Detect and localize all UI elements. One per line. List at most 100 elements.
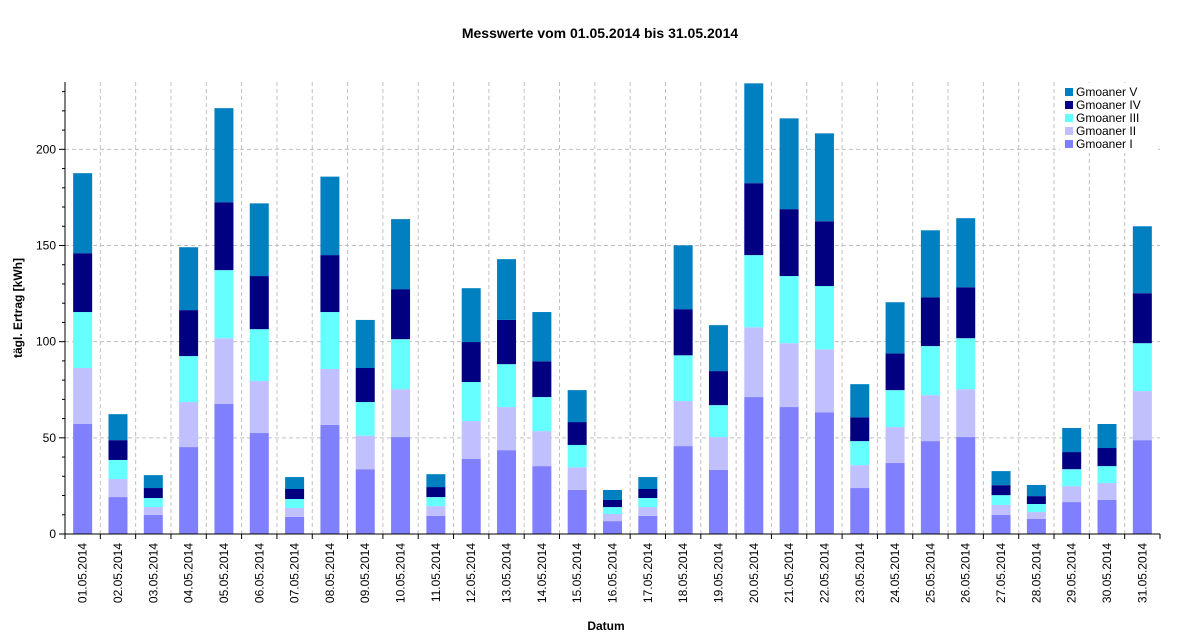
bar-segment — [567, 422, 587, 445]
bar-segment — [920, 395, 940, 442]
bar-segment — [391, 437, 411, 534]
bar-segment — [603, 513, 622, 522]
bar-segment — [673, 446, 693, 534]
x-tick-label: 09.05.2014 — [358, 543, 372, 603]
bar-segment — [603, 521, 622, 534]
y-tick-label: 150 — [36, 238, 56, 252]
bar-segment — [1062, 428, 1082, 453]
bar-segment — [991, 514, 1011, 534]
bar-segment — [285, 477, 305, 489]
x-tick-label: 01.05.2014 — [76, 543, 90, 603]
x-tick-label: 10.05.2014 — [394, 543, 408, 603]
bar-segment — [1097, 423, 1117, 449]
bar-segment — [1062, 486, 1082, 503]
bar-segment — [108, 459, 128, 479]
x-tick-label: 03.05.2014 — [146, 543, 160, 603]
bar-segment — [956, 218, 976, 288]
bar-segment — [744, 327, 764, 398]
bar-segment — [708, 371, 728, 406]
y-tick-label: 200 — [36, 142, 56, 156]
bar-segment — [249, 433, 269, 534]
bar-segment — [1026, 512, 1046, 519]
legend-label: Gmoaner II — [1076, 124, 1136, 138]
bar-segment — [285, 488, 305, 499]
bar-segment — [355, 435, 375, 470]
bar-segment — [532, 361, 552, 398]
bar-segment — [108, 478, 128, 498]
legend-label: Gmoaner III — [1076, 111, 1139, 125]
bar-segment — [179, 447, 199, 534]
bar-segment — [638, 507, 658, 516]
bar-segment — [391, 289, 411, 340]
bar-segment — [73, 423, 93, 534]
bar-segment — [956, 389, 976, 438]
bar-segment — [673, 355, 693, 402]
x-tick-label: 22.05.2014 — [817, 543, 831, 603]
bar-segment — [143, 475, 163, 489]
bar-segment — [603, 489, 622, 500]
bar-segment — [885, 390, 905, 428]
bar-segment — [497, 259, 517, 320]
x-tick-label: 04.05.2014 — [182, 543, 196, 603]
bar-segment — [638, 515, 658, 534]
bar-segment — [885, 302, 905, 354]
bar-segment — [320, 312, 340, 369]
x-tick-label: 28.05.2014 — [1029, 543, 1043, 603]
x-tick-label: 02.05.2014 — [111, 543, 125, 603]
bar-segment — [249, 276, 269, 330]
legend-label: Gmoaner IV — [1076, 98, 1141, 112]
bar-segment — [673, 401, 693, 447]
bar-segment — [567, 489, 587, 534]
bar-segment — [885, 463, 905, 534]
bar-segment — [920, 297, 940, 347]
bar-segment — [814, 349, 834, 413]
bar-segment — [497, 319, 517, 365]
legend-label: Gmoaner V — [1076, 85, 1137, 99]
x-tick-label: 23.05.2014 — [853, 543, 867, 603]
bar-segment — [708, 437, 728, 470]
bar-segment — [567, 444, 587, 468]
bar-segment — [638, 477, 658, 489]
bar-segment — [249, 203, 269, 277]
bar-segment — [179, 310, 199, 357]
bar-segment — [638, 488, 658, 499]
bar-segment — [320, 368, 340, 425]
bar-segment — [214, 270, 234, 339]
x-tick-label: 24.05.2014 — [888, 543, 902, 603]
x-axis-label: Datum — [587, 619, 624, 633]
x-tick-label: 27.05.2014 — [994, 543, 1008, 603]
bar-segment — [391, 219, 411, 290]
bar-segment — [1132, 440, 1152, 534]
bar-segment — [1132, 343, 1152, 392]
bar-segment — [1097, 483, 1117, 500]
bar-segment — [1097, 448, 1117, 467]
bar-segment — [850, 488, 870, 534]
bar-segment — [567, 467, 587, 490]
bar-segment — [885, 427, 905, 464]
bar-segment — [1097, 466, 1117, 484]
x-tick-label: 17.05.2014 — [641, 543, 655, 603]
x-tick-label: 14.05.2014 — [535, 543, 549, 603]
bar-segment — [214, 403, 234, 534]
bar-segment — [779, 118, 799, 210]
x-tick-label: 15.05.2014 — [570, 543, 584, 603]
bar-segment — [991, 485, 1011, 496]
bar-segment — [461, 288, 481, 343]
legend-box — [1060, 83, 1158, 153]
bar-segment — [1132, 226, 1152, 294]
bar-segment — [461, 382, 481, 422]
bar-segment — [956, 338, 976, 390]
x-tick-label: 08.05.2014 — [323, 543, 337, 603]
bar-segment — [249, 381, 269, 434]
bar-segment — [320, 176, 340, 256]
bar-segment — [461, 458, 481, 534]
bar-segment — [673, 245, 693, 310]
legend-label: Gmoaner I — [1076, 137, 1133, 151]
bars — [73, 83, 1152, 534]
y-axis-label: tägl. Ertrag [kWh] — [11, 258, 25, 358]
bar-segment — [426, 515, 446, 534]
bar-segment — [108, 414, 128, 441]
bar-segment — [532, 431, 552, 467]
bar-segment — [355, 368, 375, 403]
